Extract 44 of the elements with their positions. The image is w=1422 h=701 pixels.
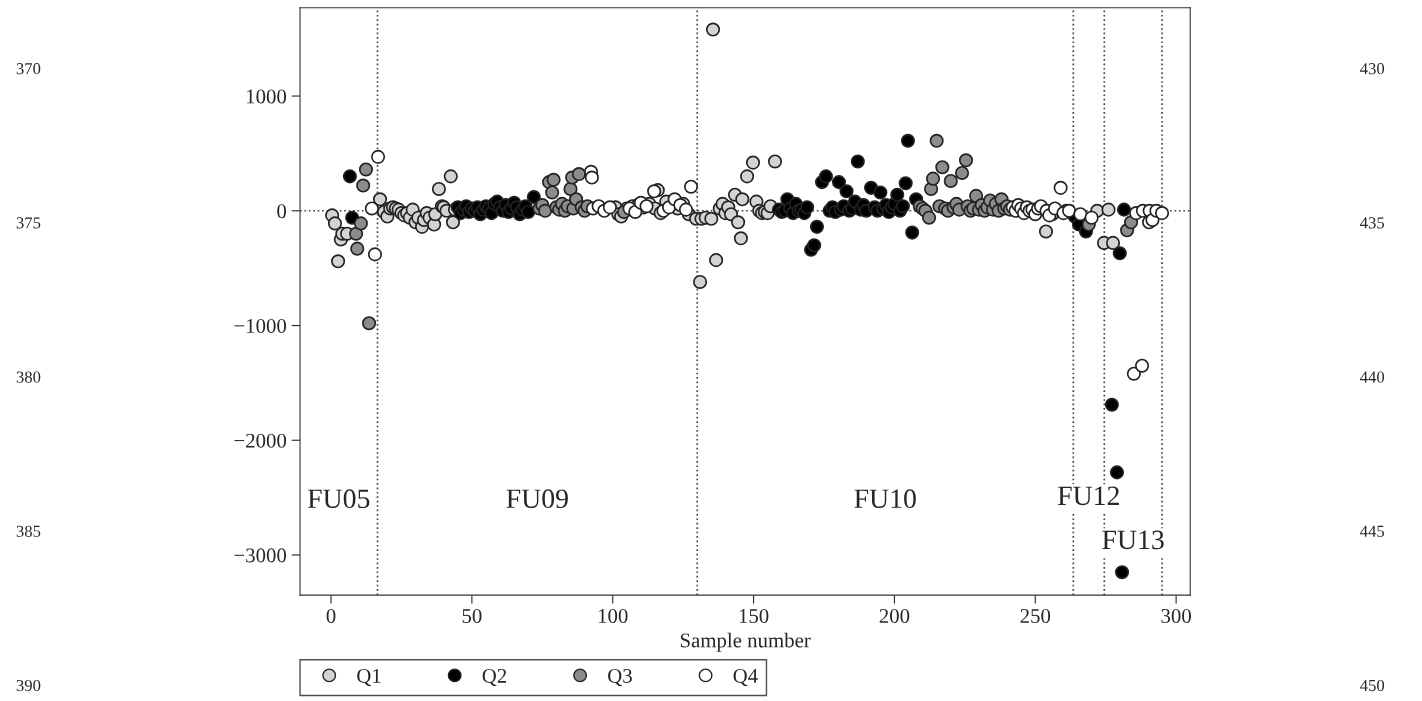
point: [602, 200, 617, 215]
legend-label: Q2: [482, 668, 507, 687]
point: [1134, 358, 1150, 373]
point: [371, 149, 386, 164]
annotation: FU09: [506, 489, 568, 509]
y-tick-label: −1000: [234, 318, 287, 333]
point: [1053, 180, 1068, 195]
x-tick-label: 50: [462, 608, 482, 623]
y-tick-label: 1000: [247, 89, 287, 104]
point: [364, 201, 379, 216]
point: [1073, 207, 1088, 222]
annotation: FU12: [1057, 486, 1119, 506]
text: 385: [16, 525, 41, 537]
x-axis-title: Sample number: [680, 632, 811, 652]
x-tick-label: 300: [1161, 608, 1191, 623]
y-tick-label: −2000: [234, 433, 287, 448]
x-tick-label: 250: [1020, 608, 1051, 623]
x-tick-label: 200: [879, 608, 910, 623]
point: [584, 170, 599, 185]
point: [1084, 210, 1099, 225]
point: [683, 179, 699, 194]
x-tick-label: 0: [326, 608, 336, 623]
text: 440: [1360, 371, 1385, 383]
text: 445: [1360, 525, 1385, 537]
text: 370: [16, 63, 41, 75]
legend-label: Q4: [733, 668, 758, 687]
legend-label: Q3: [608, 668, 632, 687]
annotation: FU10: [854, 489, 916, 509]
x-tick-label: 150: [739, 608, 769, 623]
x-tick-label: 100: [598, 608, 628, 623]
point: [678, 202, 694, 217]
annotation: FU13: [1102, 530, 1164, 550]
annotation: FU05: [307, 489, 370, 509]
text: 430: [1360, 63, 1385, 75]
point: [367, 247, 383, 262]
text: 380: [16, 371, 41, 383]
y-tick-label: 0: [277, 204, 287, 219]
y-tick-label: −3000: [234, 548, 287, 563]
point: [1154, 206, 1170, 221]
legend-label: Q1: [357, 668, 381, 687]
text: 450: [1360, 679, 1385, 692]
text: 435: [1360, 217, 1385, 229]
text: 375: [16, 217, 41, 229]
text: 390: [16, 679, 41, 692]
